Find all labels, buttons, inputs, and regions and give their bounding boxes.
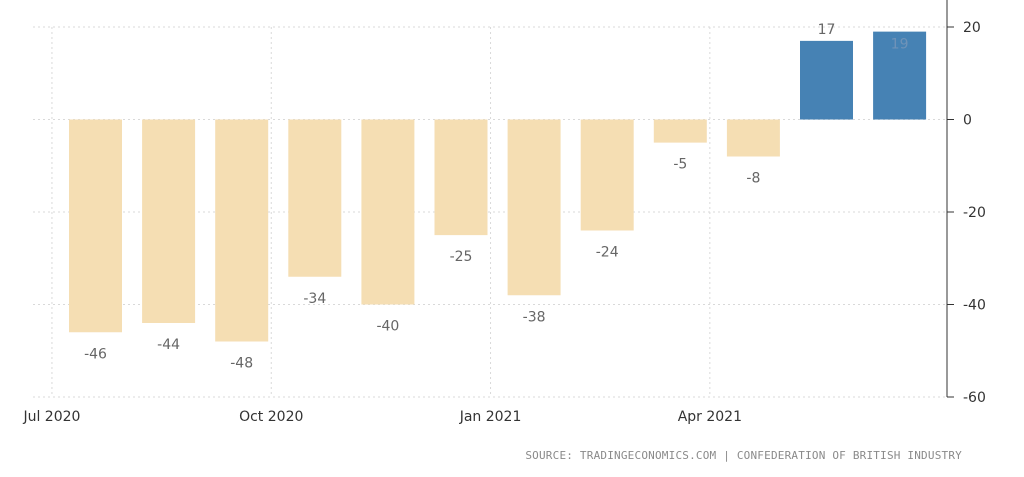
bar-value-label: -46 xyxy=(84,346,107,362)
value-labels: -46 -44 -48 -34 -40 -25 -38 -24 -5 -8 17 19 xyxy=(84,22,908,372)
bar xyxy=(726,119,780,157)
grid-lines xyxy=(33,26,947,398)
y-tick-label: 0 xyxy=(963,113,972,129)
y-tick-label: -40 xyxy=(963,298,986,314)
source-note: SOURCE: TRADINGECONOMICS.COM | CONFEDERA… xyxy=(525,449,962,462)
y-axis: 20 0 -20 -40 -60 xyxy=(946,0,986,406)
bar xyxy=(434,119,488,236)
bar-value-label: -25 xyxy=(450,249,473,265)
bar xyxy=(215,119,269,342)
bar xyxy=(873,31,927,120)
x-tick-label: Apr 2021 xyxy=(678,409,742,425)
bar-value-label: -5 xyxy=(673,157,687,173)
bar-value-label: 19 xyxy=(891,37,909,53)
bar-value-label: 17 xyxy=(818,22,836,38)
y-tick-label: 20 xyxy=(963,20,981,36)
bar-value-label: -38 xyxy=(523,309,546,325)
bars xyxy=(69,31,927,342)
y-tick-label: -20 xyxy=(963,205,986,221)
bar xyxy=(580,119,634,231)
bar-value-label: -8 xyxy=(746,171,760,187)
bar xyxy=(653,119,707,143)
bar xyxy=(507,119,561,296)
bar xyxy=(800,40,853,120)
x-tick-label: Jul 2020 xyxy=(22,409,80,425)
x-tick-label: Oct 2020 xyxy=(239,409,303,425)
bar xyxy=(361,119,415,305)
bar xyxy=(69,119,122,333)
bar xyxy=(288,119,342,277)
y-tick-label: -60 xyxy=(963,390,986,406)
bar-value-label: -40 xyxy=(376,319,399,335)
x-axis: Jul 2020 Oct 2020 Jan 2021 Apr 2021 xyxy=(22,409,742,425)
x-tick-label: Jan 2021 xyxy=(459,409,522,425)
bar-value-label: -48 xyxy=(230,356,253,372)
bar xyxy=(142,119,196,323)
bar-value-label: -24 xyxy=(596,245,619,261)
bar-value-label: -44 xyxy=(157,337,180,353)
bar-value-label: -34 xyxy=(303,291,326,307)
